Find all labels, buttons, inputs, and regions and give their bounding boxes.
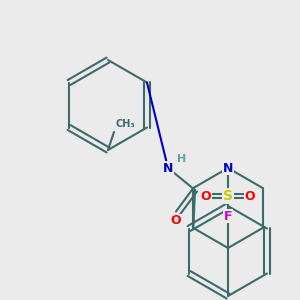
Text: N: N (163, 161, 173, 175)
Text: CH₃: CH₃ (116, 119, 136, 129)
Text: O: O (245, 190, 255, 202)
Text: N: N (223, 161, 233, 175)
Text: S: S (223, 189, 233, 203)
Text: O: O (201, 190, 211, 202)
Text: F: F (224, 209, 232, 223)
Text: H: H (177, 154, 187, 164)
Text: O: O (171, 214, 181, 227)
